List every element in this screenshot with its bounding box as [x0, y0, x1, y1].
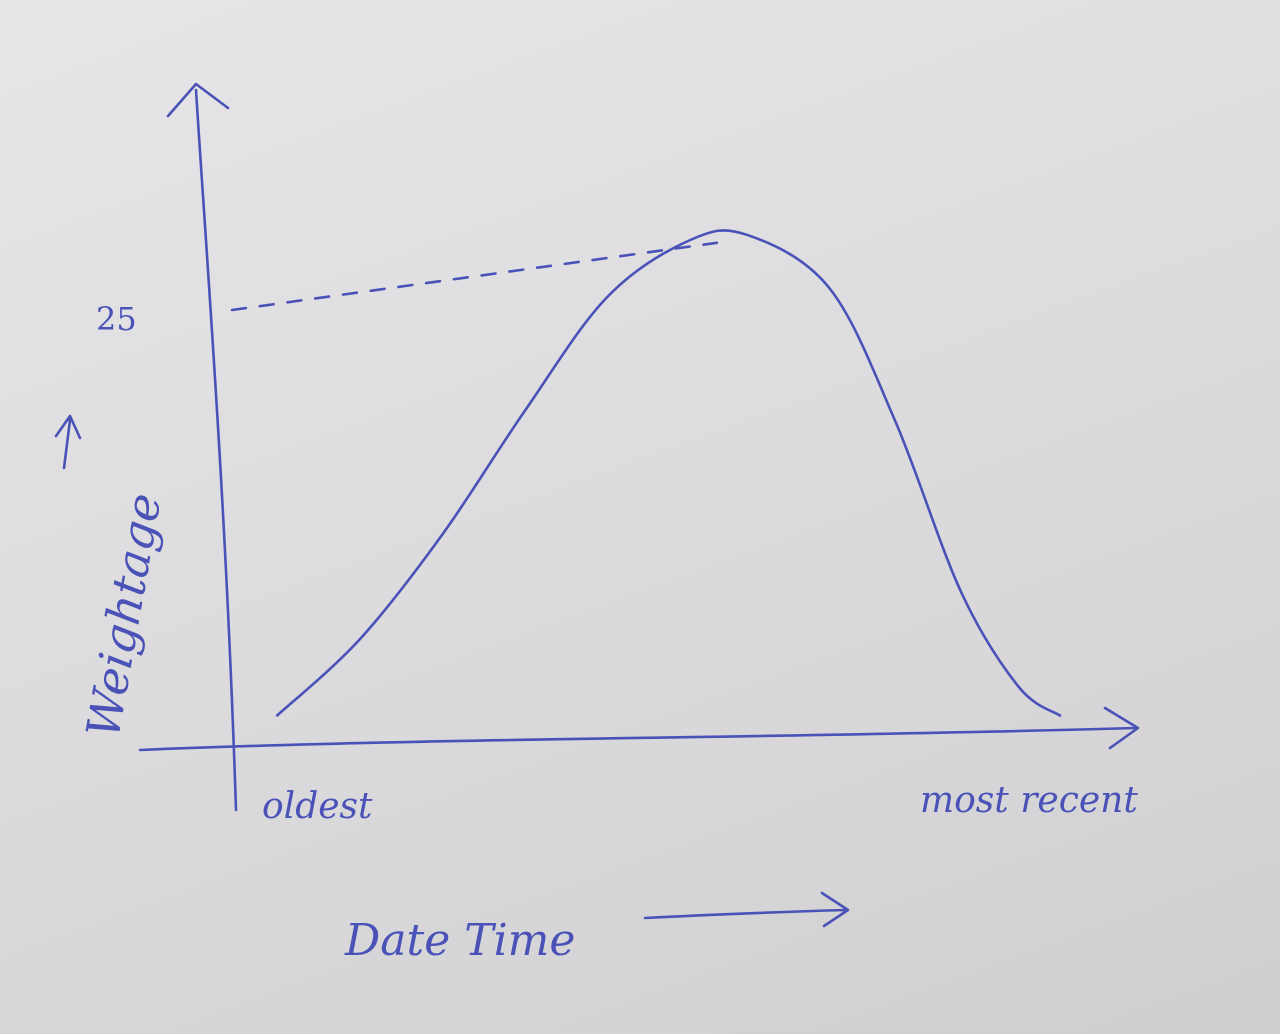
weightage-curve — [275, 229, 1062, 717]
y-axis-label: Weightage — [76, 489, 172, 742]
x-tick-label-oldest: oldest — [262, 786, 373, 827]
y-axis-arrowhead — [166, 82, 230, 118]
y-tick-label-25: 25 — [96, 300, 137, 338]
curve-points — [277, 235, 1060, 716]
x-axis-arrowhead — [1103, 706, 1140, 750]
x-tick-label-most-recent: most recent — [920, 780, 1138, 821]
x-axis — [138, 726, 1137, 752]
x-axis-label-arrow — [643, 891, 850, 928]
peak-reference-dashed-line — [230, 241, 719, 312]
y-axis — [194, 88, 238, 812]
x-axis-label: Date Time — [344, 915, 575, 966]
y-axis-label-arrow — [54, 414, 82, 470]
